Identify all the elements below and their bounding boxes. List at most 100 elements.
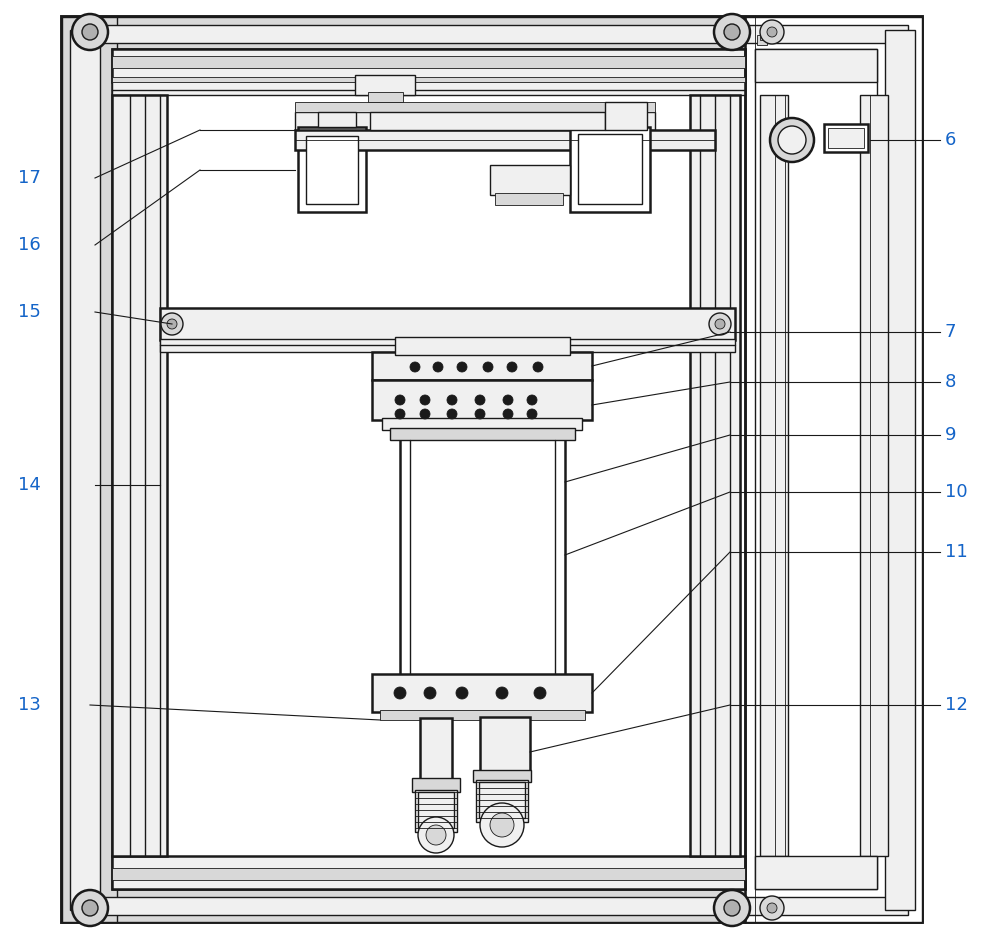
Circle shape: [82, 900, 98, 916]
Text: 14: 14: [18, 476, 41, 494]
Bar: [415, 790, 457, 832]
Bar: [295, 130, 715, 150]
Circle shape: [161, 313, 183, 335]
Bar: [112, 856, 745, 889]
Bar: [479, 782, 525, 818]
Circle shape: [82, 24, 98, 40]
Circle shape: [715, 319, 725, 329]
Bar: [368, 92, 403, 102]
Bar: [112, 56, 745, 68]
Bar: [112, 49, 745, 889]
Text: 15: 15: [18, 303, 41, 321]
Bar: [757, 35, 767, 45]
Text: 7: 7: [945, 323, 956, 341]
Bar: [62, 889, 922, 922]
Bar: [412, 778, 460, 792]
Circle shape: [490, 813, 514, 837]
Bar: [755, 49, 877, 82]
Circle shape: [480, 803, 524, 847]
Bar: [380, 710, 585, 720]
Text: 12: 12: [945, 696, 968, 714]
Bar: [112, 95, 167, 856]
Bar: [160, 308, 735, 340]
Bar: [112, 81, 745, 95]
Circle shape: [483, 362, 493, 372]
Bar: [755, 856, 877, 889]
Bar: [382, 418, 582, 430]
Bar: [745, 17, 922, 922]
Bar: [75, 897, 908, 915]
Text: 17: 17: [18, 169, 41, 187]
Bar: [62, 17, 922, 922]
Circle shape: [527, 409, 537, 419]
Circle shape: [395, 395, 405, 405]
Circle shape: [475, 395, 485, 405]
Bar: [295, 102, 655, 112]
Bar: [760, 95, 788, 856]
Text: 9: 9: [945, 426, 956, 444]
Circle shape: [724, 24, 740, 40]
Bar: [372, 380, 592, 420]
Circle shape: [426, 825, 446, 845]
Circle shape: [475, 409, 485, 419]
Circle shape: [457, 362, 467, 372]
Text: 11: 11: [945, 543, 968, 561]
Circle shape: [533, 362, 543, 372]
Bar: [112, 77, 745, 82]
Circle shape: [456, 687, 468, 699]
Bar: [885, 30, 915, 910]
Circle shape: [420, 409, 430, 419]
Bar: [75, 25, 908, 43]
Circle shape: [709, 313, 731, 335]
Circle shape: [714, 14, 750, 50]
Circle shape: [778, 126, 806, 154]
Circle shape: [72, 890, 108, 926]
Bar: [690, 95, 740, 856]
Circle shape: [394, 687, 406, 699]
Bar: [372, 674, 592, 712]
Circle shape: [770, 118, 814, 162]
Circle shape: [503, 395, 513, 405]
Circle shape: [503, 409, 513, 419]
Circle shape: [496, 687, 508, 699]
Bar: [160, 339, 735, 352]
Bar: [355, 75, 415, 95]
Circle shape: [424, 687, 436, 699]
Circle shape: [760, 20, 784, 44]
Bar: [578, 134, 642, 204]
Bar: [306, 136, 358, 204]
Bar: [495, 193, 563, 205]
Bar: [298, 127, 366, 212]
Circle shape: [534, 687, 546, 699]
Bar: [318, 112, 356, 127]
Text: 16: 16: [18, 236, 41, 254]
Bar: [877, 17, 922, 922]
Bar: [370, 112, 605, 130]
Bar: [400, 439, 565, 675]
Text: 13: 13: [18, 696, 41, 714]
Circle shape: [420, 395, 430, 405]
Bar: [570, 127, 650, 212]
Text: 6: 6: [945, 131, 956, 149]
Bar: [395, 337, 570, 355]
Bar: [824, 124, 868, 152]
Bar: [112, 49, 745, 82]
Bar: [755, 49, 877, 889]
Circle shape: [167, 319, 177, 329]
Bar: [605, 102, 647, 130]
Circle shape: [767, 903, 777, 913]
Bar: [860, 95, 888, 856]
Bar: [372, 352, 592, 380]
Bar: [760, 35, 768, 40]
Circle shape: [714, 890, 750, 926]
Bar: [390, 428, 575, 440]
Bar: [420, 718, 452, 780]
Bar: [418, 792, 454, 828]
Text: 8: 8: [945, 373, 956, 391]
Circle shape: [724, 900, 740, 916]
Bar: [112, 868, 745, 880]
Text: 10: 10: [945, 483, 968, 501]
Circle shape: [418, 817, 454, 853]
Bar: [295, 112, 655, 130]
Bar: [62, 17, 117, 922]
